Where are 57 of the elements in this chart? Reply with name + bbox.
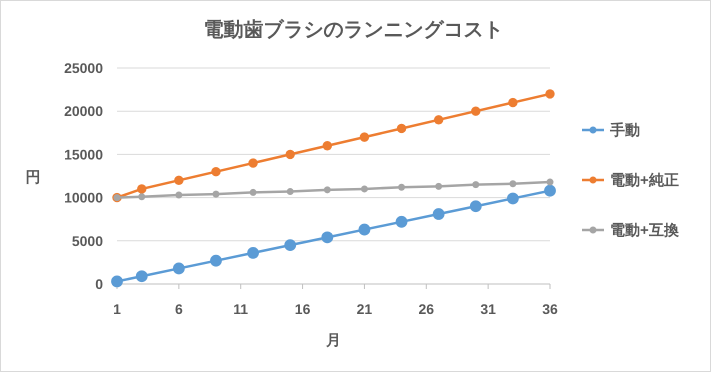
point xyxy=(137,184,146,194)
point xyxy=(211,166,221,176)
point xyxy=(360,132,370,142)
legend-label: 手動 xyxy=(609,122,640,139)
point xyxy=(432,208,445,220)
y-tick-label: 25000 xyxy=(64,60,104,76)
point xyxy=(470,200,482,212)
y-tick-label: 5000 xyxy=(72,232,104,249)
x-tick-label: 16 xyxy=(294,301,311,317)
point xyxy=(138,193,146,200)
y-tick-label: 0 xyxy=(95,276,104,292)
point xyxy=(396,216,408,228)
point xyxy=(435,182,442,190)
x-tick-label: 11 xyxy=(233,301,248,317)
x-tick-label: 1 xyxy=(113,301,122,317)
point xyxy=(136,270,148,282)
point xyxy=(248,158,258,168)
point xyxy=(212,190,220,198)
point xyxy=(286,188,294,196)
x-tick-label: 6 xyxy=(174,301,183,317)
point xyxy=(506,192,519,204)
point xyxy=(286,150,295,160)
point xyxy=(322,141,332,150)
point xyxy=(509,180,516,188)
point xyxy=(508,98,518,108)
legend-label: 電動+互換 xyxy=(610,222,680,239)
point xyxy=(284,239,296,252)
legend-label: 電動+純正 xyxy=(610,172,679,189)
point xyxy=(545,89,555,99)
point xyxy=(396,124,406,134)
point xyxy=(250,188,257,196)
chart-title: 電動歯ブラシのランニングコスト xyxy=(204,18,504,41)
x-tick-label: 36 xyxy=(542,301,558,317)
point xyxy=(434,115,444,125)
point xyxy=(321,231,334,244)
point xyxy=(175,192,182,199)
point xyxy=(544,184,556,197)
point xyxy=(358,224,370,236)
point xyxy=(471,106,480,116)
point xyxy=(174,176,184,186)
point xyxy=(324,186,331,194)
x-axis-title: 月 xyxy=(325,332,341,349)
y-tick-label: 10000 xyxy=(64,190,104,206)
point xyxy=(172,262,185,274)
y-tick-label: 20000 xyxy=(64,103,104,120)
point xyxy=(210,254,222,267)
point xyxy=(472,181,480,188)
point xyxy=(360,185,368,192)
point xyxy=(398,184,406,191)
x-tick-label: 21 xyxy=(356,301,372,317)
point xyxy=(111,276,123,288)
x-tick-label: 26 xyxy=(418,301,434,317)
point xyxy=(546,178,554,186)
y-axis-title: 円 xyxy=(26,169,40,186)
point xyxy=(247,246,259,259)
y-tick-label: 15000 xyxy=(64,146,104,162)
x-tick-label: 31 xyxy=(480,301,496,317)
